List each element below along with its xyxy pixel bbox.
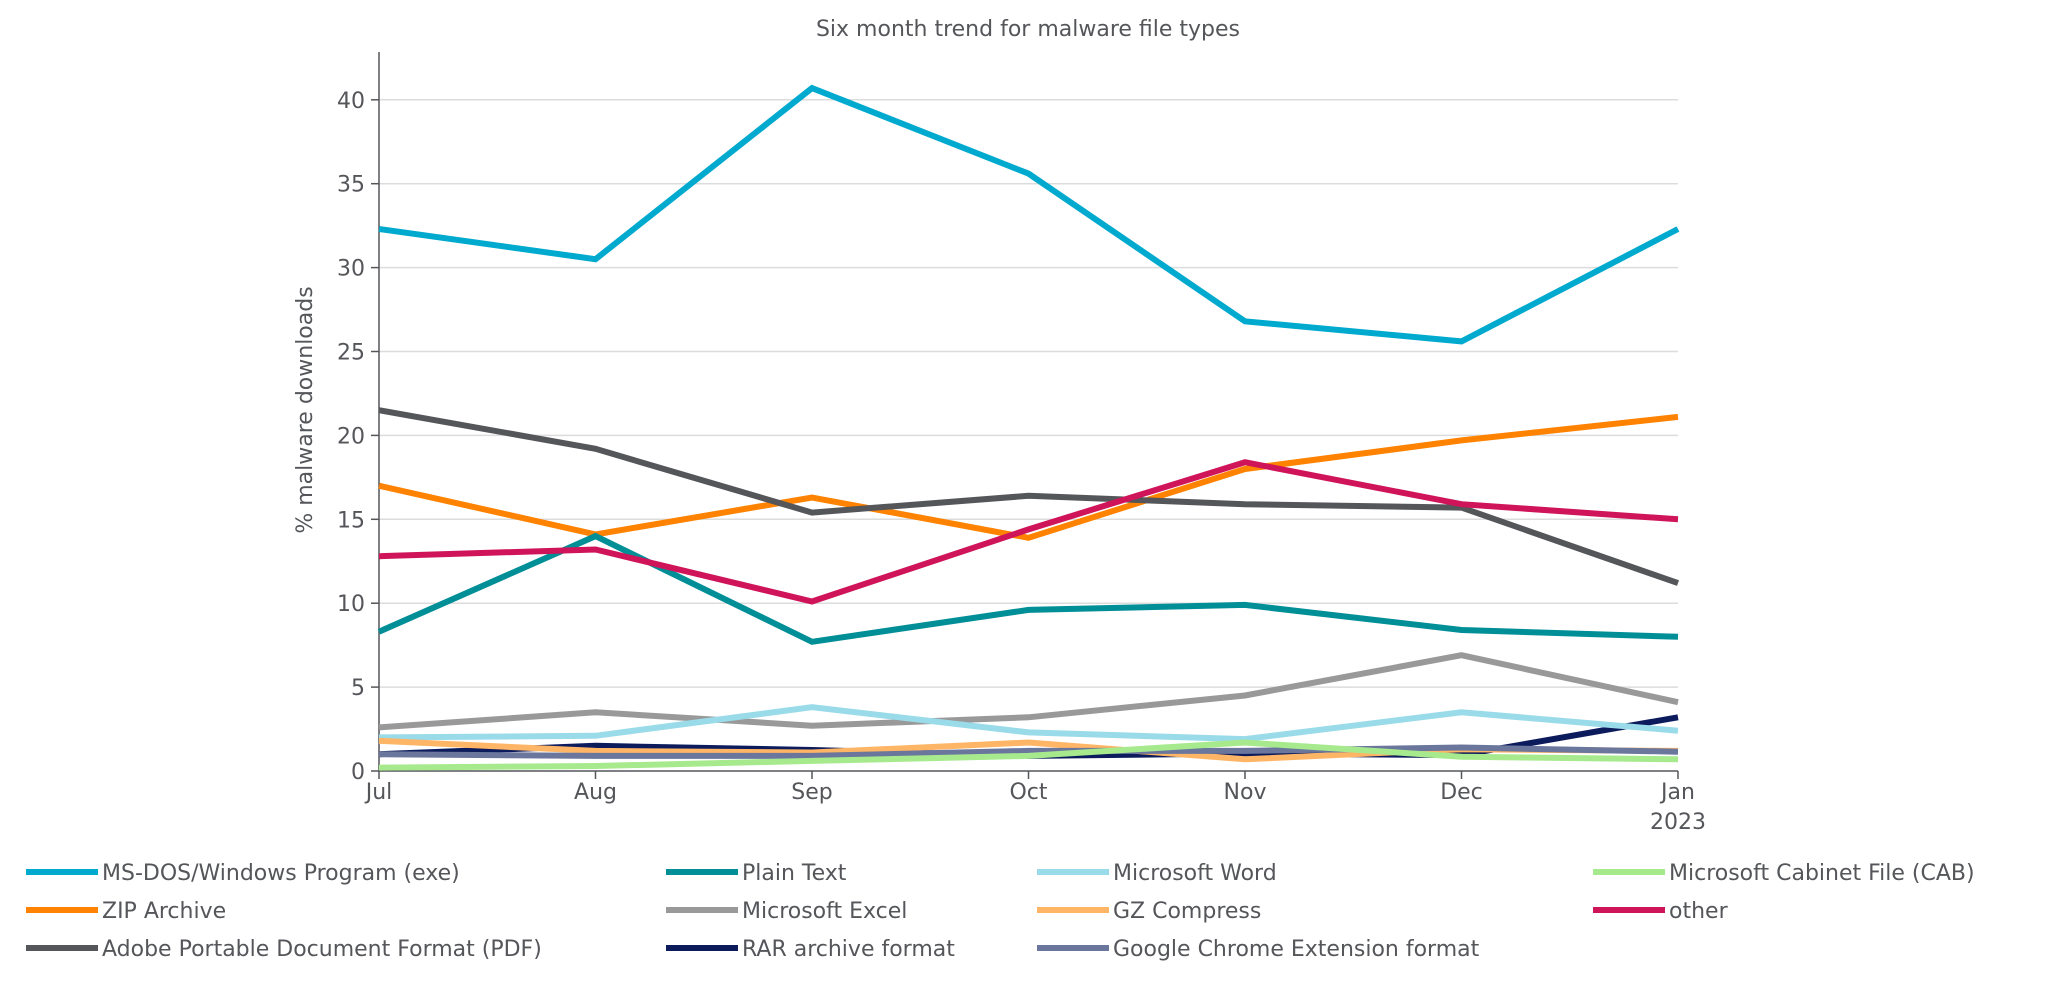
- legend-label: Microsoft Excel: [742, 899, 907, 924]
- series-lines: [377, 84, 1680, 771]
- legend-label: Adobe Portable Document Format (PDF): [102, 937, 542, 962]
- legend-label: Microsoft Word: [1113, 861, 1277, 886]
- y-axis-ticks: 0 5 10 15 20 25 30 35 40: [337, 89, 379, 785]
- series-line-microsoft-cabinet-file-cab-: [378, 739, 1679, 771]
- x-tick-label: Dec: [1440, 780, 1483, 805]
- x-tick-label: Jan: [1659, 780, 1695, 805]
- legend-item: Microsoft Excel: [666, 899, 907, 924]
- legend-label: Microsoft Cabinet File (CAB): [1669, 861, 1975, 886]
- y-axis-label: % malware downloads: [293, 286, 318, 533]
- legend-item: Adobe Portable Document Format (PDF): [26, 937, 542, 962]
- legend-label: GZ Compress: [1113, 899, 1261, 924]
- y-tick-label: 0: [351, 760, 365, 785]
- series-line-microsoft-excel: [378, 652, 1679, 731]
- y-tick-label: 10: [337, 592, 365, 617]
- legend-item: Microsoft Word: [1037, 861, 1277, 886]
- legend-item: GZ Compress: [1037, 899, 1261, 924]
- x-tick-label: Nov: [1224, 780, 1267, 805]
- series-line-ms-dos-windows-program-exe-: [378, 84, 1680, 345]
- x-tick-sublabel: 2023: [1650, 810, 1706, 835]
- y-tick-label: 35: [337, 173, 365, 198]
- legend: MS-DOS/Windows Program (exe) ZIP Archive A…: [26, 861, 1975, 962]
- legend-item: ZIP Archive: [26, 899, 226, 924]
- y-tick-label: 15: [337, 508, 365, 533]
- legend-item: RAR archive format: [666, 937, 955, 962]
- y-tick-label: 20: [337, 424, 365, 449]
- series-line-google-chrome-extension-format: [378, 744, 1679, 759]
- y-tick-label: 40: [337, 89, 365, 114]
- legend-item: Google Chrome Extension format: [1037, 937, 1480, 962]
- legend-item: Plain Text: [666, 861, 847, 886]
- legend-label: Plain Text: [742, 861, 847, 886]
- legend-label: other: [1669, 899, 1729, 924]
- legend-item: MS-DOS/Windows Program (exe): [26, 861, 460, 886]
- gridlines: [379, 99, 1678, 688]
- y-tick-label: 30: [337, 257, 365, 282]
- legend-item: Microsoft Cabinet File (CAB): [1593, 861, 1975, 886]
- series-line-plain-text: [377, 532, 1679, 645]
- chart-title: Six month trend for malware file types: [816, 17, 1240, 42]
- y-tick-label: 5: [351, 676, 365, 701]
- legend-label: Google Chrome Extension format: [1113, 937, 1480, 962]
- series-line-adobe-portable-document-format-pdf-: [378, 407, 1679, 586]
- x-axis-ticks: Jul Aug Sep Oct Nov Dec Jan 2023: [364, 771, 1706, 835]
- x-tick-label: Sep: [791, 780, 832, 805]
- series-line-microsoft-word: [378, 704, 1679, 743]
- legend-item: other: [1593, 899, 1729, 924]
- legend-label: RAR archive format: [742, 937, 955, 962]
- legend-label: ZIP Archive: [102, 899, 226, 924]
- series-line-other: [378, 459, 1679, 605]
- y-tick-label: 25: [337, 341, 365, 366]
- x-tick-label: Jul: [364, 780, 393, 805]
- x-tick-label: Oct: [1009, 780, 1047, 805]
- legend-label: MS-DOS/Windows Program (exe): [102, 861, 460, 886]
- x-tick-label: Aug: [574, 780, 617, 805]
